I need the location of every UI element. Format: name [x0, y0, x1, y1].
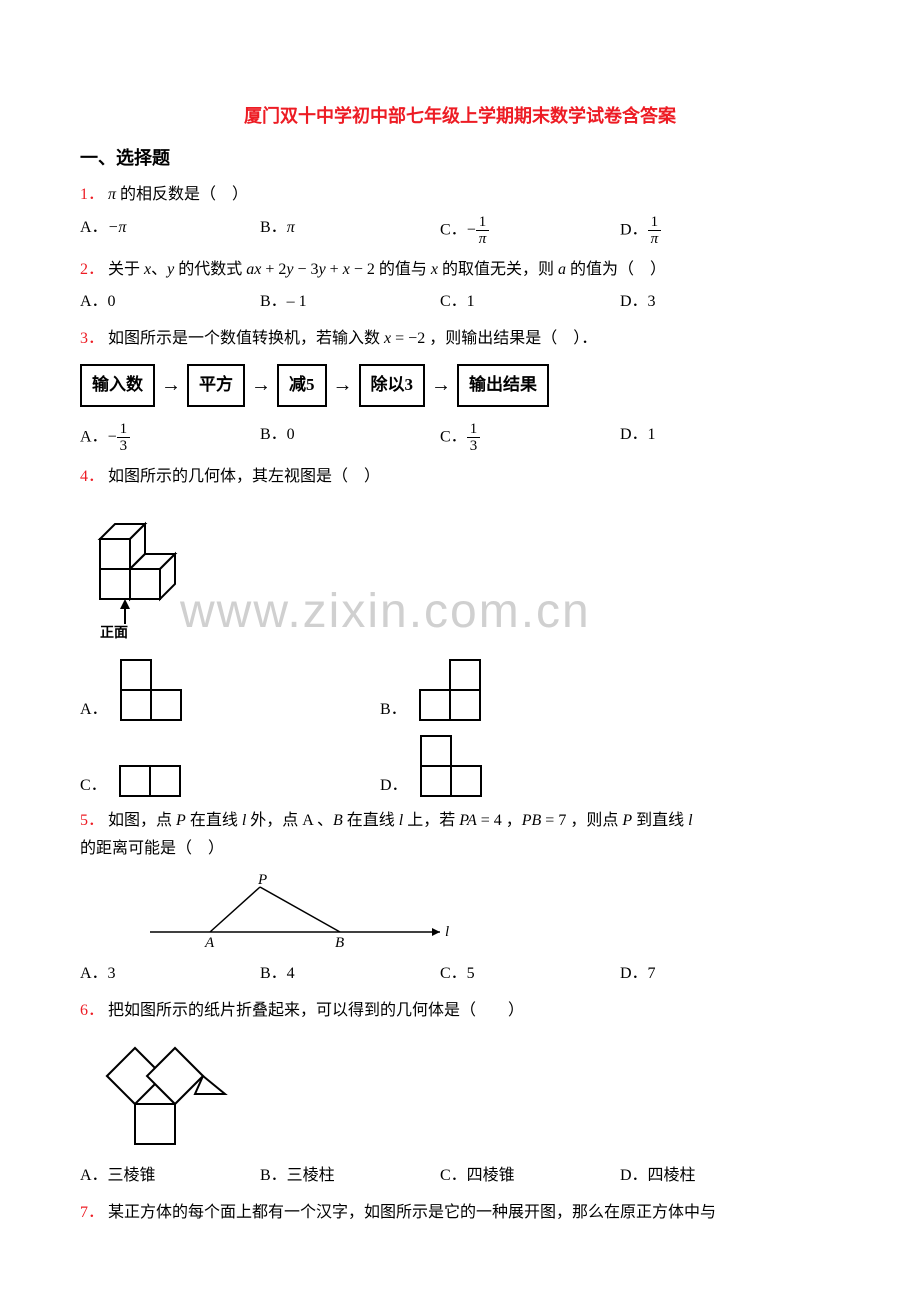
- q4-opt-A-label: A．: [80, 696, 108, 725]
- label-l: l: [445, 924, 449, 940]
- q4-num: 4．: [80, 468, 104, 485]
- flow-box: 平方: [187, 364, 245, 407]
- q7-num: 7．: [80, 1204, 104, 1221]
- q4-options-row1: A． B．: [80, 655, 840, 725]
- q3-flowchart: 输入数 → 平方 → 减5 → 除以3 → 输出结果: [80, 364, 840, 407]
- q3-opt-B: B．0: [260, 421, 440, 455]
- arrow-icon: →: [333, 367, 353, 403]
- q5-stem: 如图，点 P 在直线 l 外，点 A 、B 在直线 l 上，若 PA = 4 ，…: [80, 812, 693, 858]
- q2-opt-C: C．1: [440, 288, 620, 317]
- q6-options: A．三棱锥 B．三棱柱 C．四棱锥 D．四棱柱: [80, 1162, 840, 1191]
- q5-opt-A: A．3: [80, 960, 260, 989]
- flow-box: 输入数: [80, 364, 155, 407]
- q3: 3． 如图所示是一个数值转换机，若输入数 x = −2 ，则输出结果是（ ）．: [80, 325, 840, 354]
- q5: 5． 如图，点 P 在直线 l 外，点 A 、B 在直线 l 上，若 PA = …: [80, 807, 840, 865]
- label-B: B: [335, 935, 344, 951]
- q4-opt-D-label: D．: [380, 772, 408, 801]
- q4-opt-C-figure: [115, 761, 185, 801]
- q2-options: A．0 B．– 1 C．1 D．3: [80, 288, 840, 317]
- q2-opt-D: D．3: [620, 288, 800, 317]
- q4-opt-B-figure: [415, 655, 485, 725]
- q1-options: A．−π B．π C．−1π D．1π: [80, 214, 840, 248]
- q6-figure: [80, 1034, 840, 1154]
- flow-box: 除以3: [359, 364, 426, 407]
- q5-figure: P A B l: [140, 872, 840, 952]
- q1: 1． π 的相反数是（ ）: [80, 181, 840, 210]
- flow-box: 输出结果: [457, 364, 549, 407]
- q6-num: 6．: [80, 1002, 104, 1019]
- q5-opt-D: D．7: [620, 960, 800, 989]
- q5-opt-C: C．5: [440, 960, 620, 989]
- label-P: P: [257, 872, 267, 888]
- q2-num: 2．: [80, 261, 104, 278]
- q5-num: 5．: [80, 812, 104, 829]
- q1-opt-D: D．1π: [620, 214, 800, 248]
- arrow-icon: →: [251, 367, 271, 403]
- q1-opt-C: C．−1π: [440, 214, 620, 248]
- q5-options: A．3 B．4 C．5 D．7: [80, 960, 840, 989]
- q4-opt-A-figure: [116, 655, 186, 725]
- flow-box: 减5: [277, 364, 327, 407]
- q4-opt-C-label: C．: [80, 772, 107, 801]
- q2-stem: 关于 x、y 的代数式 ax + 2y − 3y + x − 2 的值与 x 的…: [108, 261, 666, 278]
- q4-opt-B-label: B．: [380, 696, 407, 725]
- q2-opt-B: B．– 1: [260, 288, 440, 317]
- q1-num: 1．: [80, 186, 104, 203]
- arrow-icon: →: [431, 367, 451, 403]
- q7: 7． 某正方体的每个面上都有一个汉字，如图所示是它的一种展开图，那么在原正方体中…: [80, 1199, 840, 1228]
- q6-opt-C: C．四棱锥: [440, 1162, 620, 1191]
- q3-opt-D: D．1: [620, 421, 800, 455]
- q6: 6． 把如图所示的纸片折叠起来，可以得到的几何体是（ ）: [80, 997, 840, 1026]
- q6-opt-B: B．三棱柱: [260, 1162, 440, 1191]
- q6-opt-D: D．四棱柱: [620, 1162, 800, 1191]
- q3-opt-A: A．−13: [80, 421, 260, 455]
- page-title: 厦门双十中学初中部七年级上学期期末数学试卷含答案: [80, 100, 840, 132]
- q3-num: 3．: [80, 330, 104, 347]
- q6-stem: 把如图所示的纸片折叠起来，可以得到的几何体是（ ）: [108, 1002, 524, 1019]
- exam-page: 厦门双十中学初中部七年级上学期期末数学试卷含答案 一、选择题 1． π 的相反数…: [0, 0, 920, 1302]
- q4: 4． 如图所示的几何体，其左视图是（ ）: [80, 463, 840, 492]
- q4-stem: 如图所示的几何体，其左视图是（ ）: [108, 468, 380, 485]
- q2: 2． 关于 x、y 的代数式 ax + 2y − 3y + x − 2 的值与 …: [80, 256, 840, 285]
- q3-opt-C: C．13: [440, 421, 620, 455]
- q4-options-row2: C． D．: [80, 731, 840, 801]
- label-A: A: [204, 935, 215, 951]
- q3-stem: 如图所示是一个数值转换机，若输入数 x = −2 ，则输出结果是（ ）．: [108, 330, 597, 347]
- q1-stem: π 的相反数是（ ）: [108, 186, 248, 203]
- q1-opt-A: A．−π: [80, 214, 260, 248]
- front-label: 正面: [100, 621, 840, 646]
- q1-opt-B: B．π: [260, 214, 440, 248]
- q7-stem: 某正方体的每个面上都有一个汉字，如图所示是它的一种展开图，那么在原正方体中与: [108, 1204, 716, 1221]
- q6-opt-A: A．三棱锥: [80, 1162, 260, 1191]
- arrow-icon: →: [161, 367, 181, 403]
- section-heading: 一、选择题: [80, 142, 840, 174]
- q3-options: A．−13 B．0 C．13 D．1: [80, 421, 840, 455]
- q4-opt-D-figure: [416, 731, 486, 801]
- q5-opt-B: B．4: [260, 960, 440, 989]
- q2-opt-A: A．0: [80, 288, 260, 317]
- q4-solid-figure: 正面 www.zixin.com.cn: [80, 499, 840, 646]
